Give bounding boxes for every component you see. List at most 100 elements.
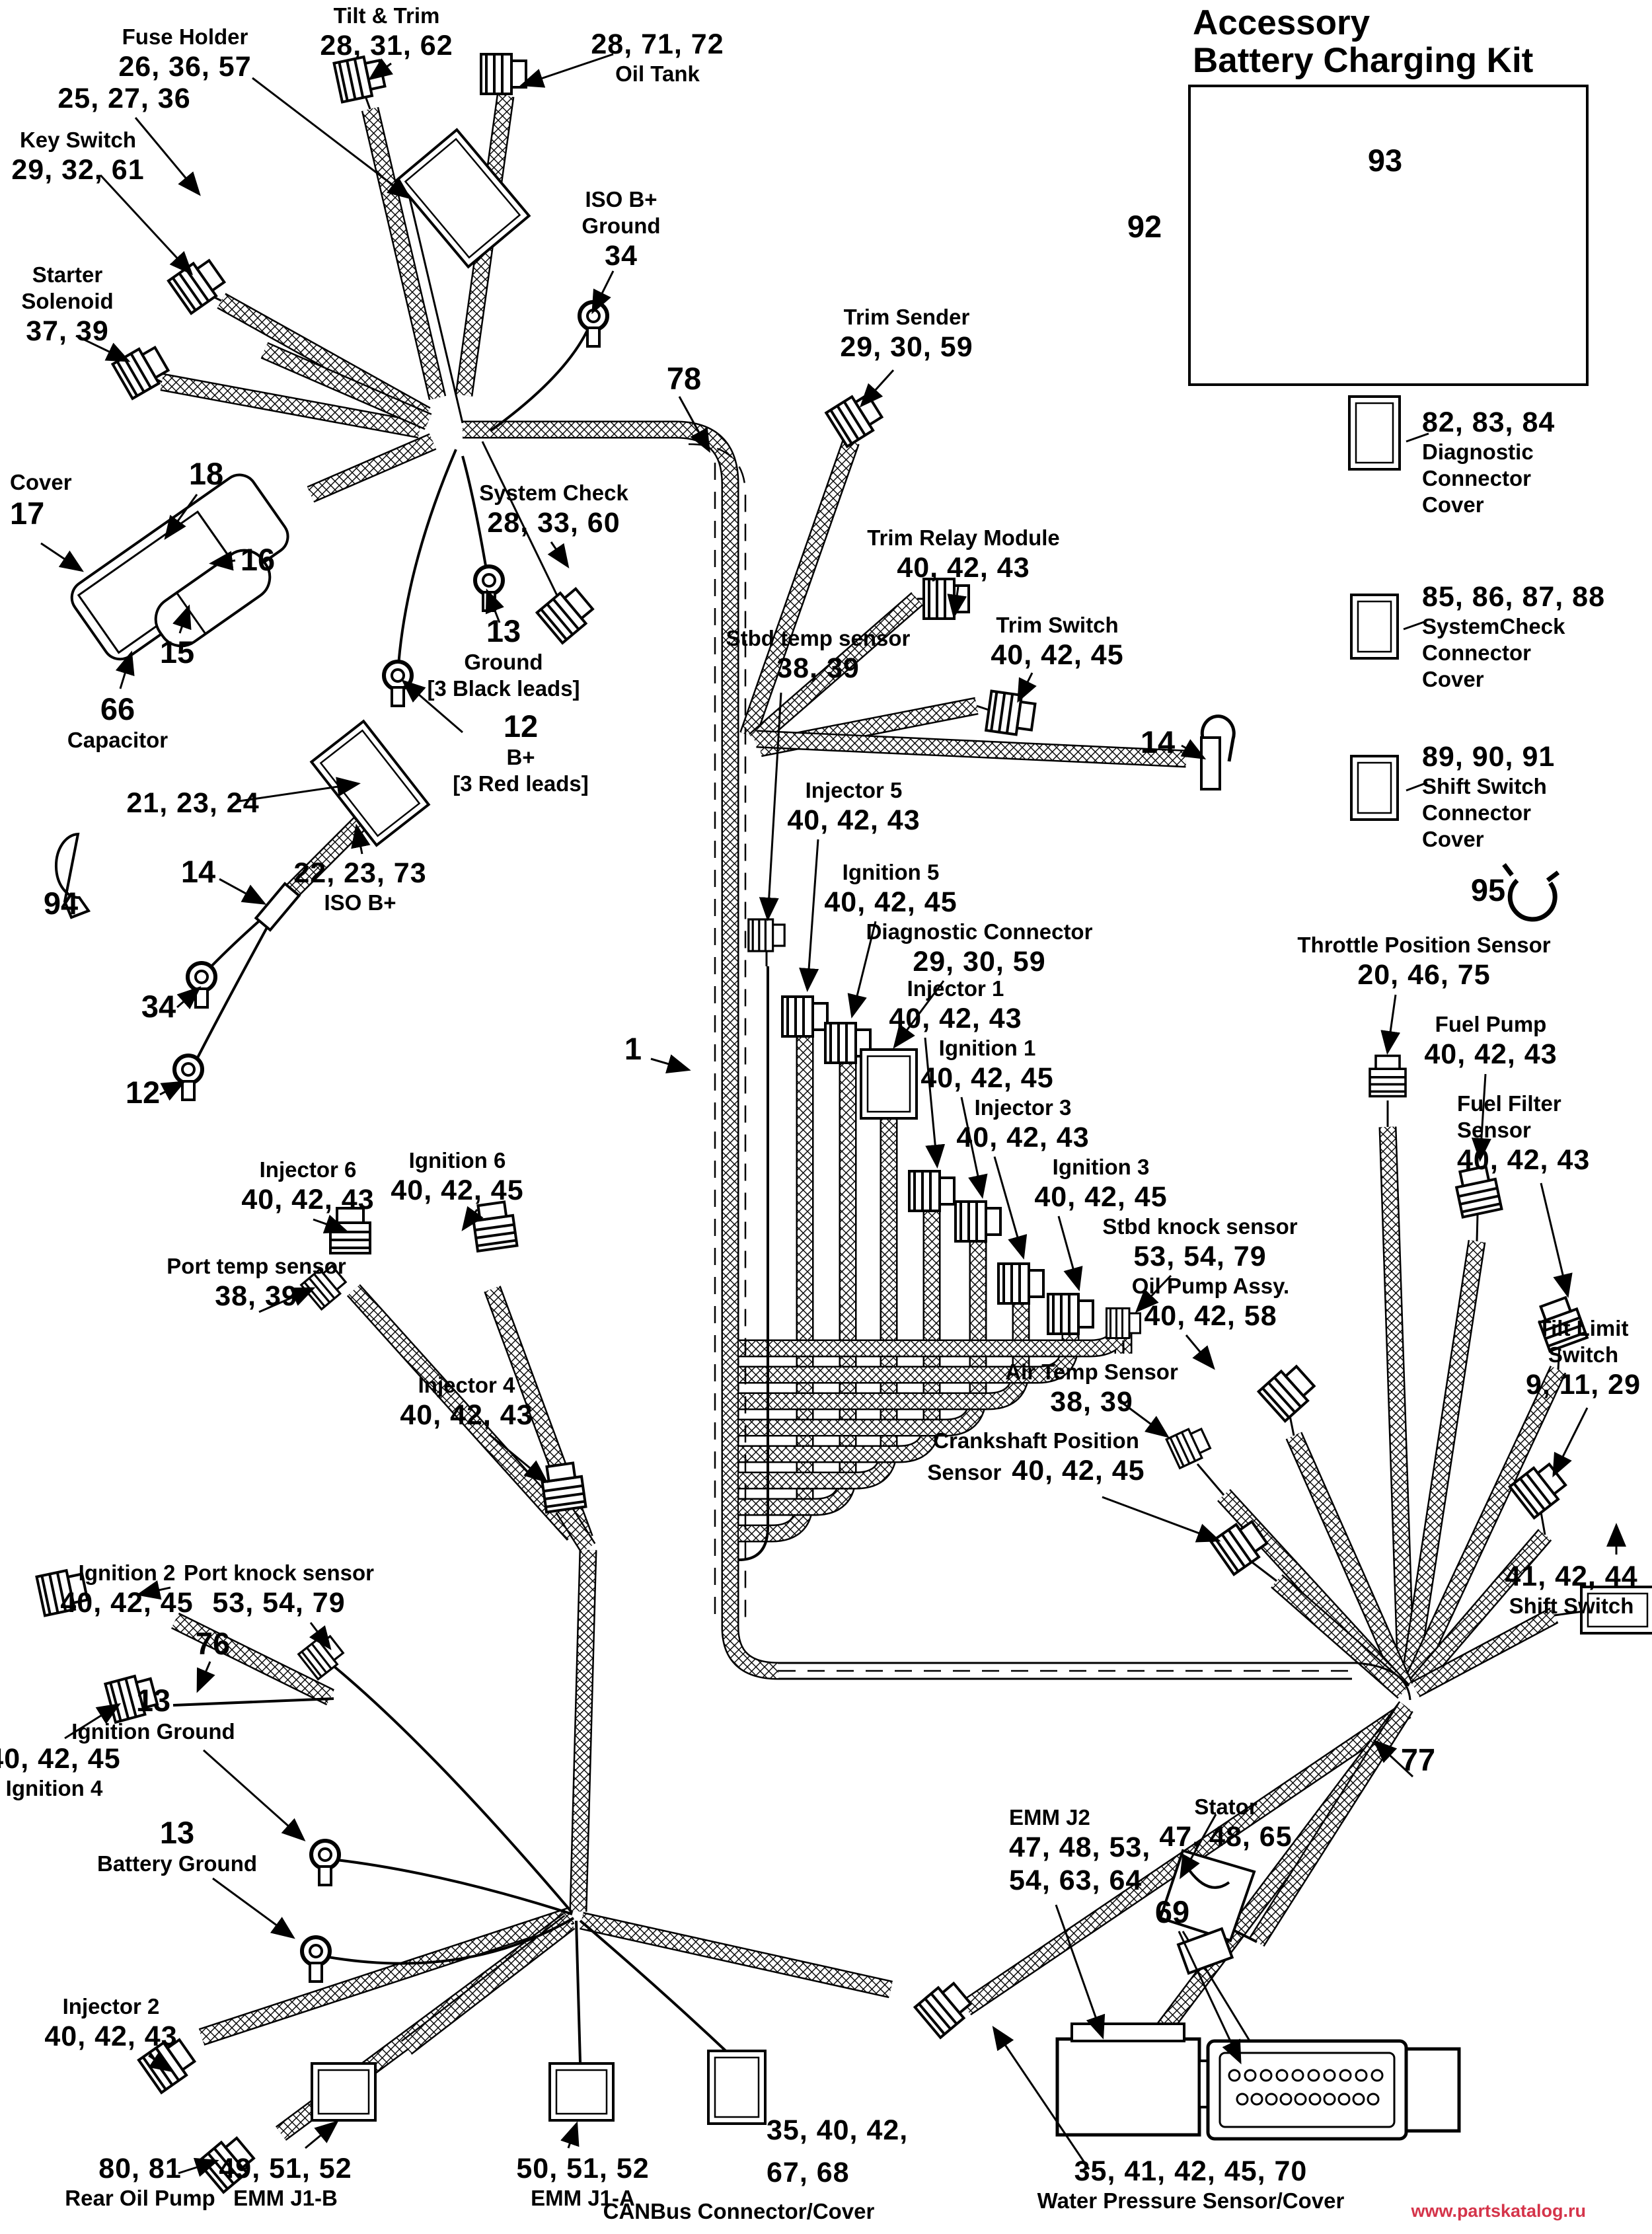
leader-ignition-3 [1057,1215,1083,1291]
callout-num-69-line1: 69 [1154,1894,1190,1929]
leader-port-temp-sensor [258,1287,316,1313]
callout-shift-switch: 41, 42, 44 Shift Switch [1505,1560,1637,1619]
callout-stator-line2: 47, 48, 65 [1159,1821,1293,1853]
callout-water-pressure-sensor-cover: 35, 41, 42, 45, 70 Water Pressure Sensor/… [1037,2155,1345,2214]
callout-injector-1-line2: 40, 42, 43 [889,1003,1022,1034]
callout-fuel-pump-line2: 40, 42, 43 [1424,1038,1558,1070]
callout-ground-13-line3: [3 Black leads] [427,676,580,701]
accessory-kit-title: Accessory Battery Charging Kit [1193,3,1533,80]
accessory-kit-box [1188,85,1589,386]
callout-air-temp-sensor: Air Temp Sensor 38, 39 [1005,1359,1178,1418]
callout-system-check-line1: System Check [479,481,628,505]
callout-num-16-line1: 16 [240,542,276,577]
callout-shift-switch-connector-cover-line4: Cover [1422,827,1484,851]
callout-stator: Stator 47, 48, 65 [1159,1794,1292,1853]
callout-system-check-line2: 28, 33, 60 [487,507,620,539]
callout-bplus-12-line1: 12 [503,709,539,744]
leader-injector-4 [488,1433,548,1483]
callout-canbus-numbers-2: 67, 68 [767,2156,850,2189]
callout-num-14-right: 14 [1141,724,1175,760]
callout-iso-b-ground-line2: Ground [582,213,661,238]
callout-fuel-filter-sensor-line1: Fuel Filter [1457,1091,1561,1116]
callout-crankshaft-position-sensor-line2: Sensor 40, 42, 45 [927,1454,1145,1487]
leader-fuel-filter-sensor [1540,1182,1573,1298]
callout-water-pressure-sensor-cover-line2: Water Pressure Sensor/Cover [1037,2188,1345,2213]
callout-crankshaft-position-sensor-text: Sensor [927,1460,1002,1484]
callout-ignition-4-line2: Ignition 4 [5,1776,103,1800]
leader-stator [1180,1814,1217,1880]
callout-throttle-position-sensor-line1: Throttle Position Sensor [1297,933,1551,957]
callout-stator-line1: Stator [1194,1794,1258,1819]
callout-rear-oil-pump-line1: 80, 81 [98,2153,182,2184]
callout-injector-1: Injector 1 40, 42, 43 [889,976,1022,1035]
callout-injector-5: Injector 5 40, 42, 43 [787,777,920,837]
callout-trim-sender: Trim Sender 29, 30, 59 [840,304,973,364]
callout-starter-solenoid: Starter Solenoid 37, 39 [21,262,113,348]
leader-num-77 [1372,1739,1414,1778]
callout-throttle-position-sensor: Throttle Position Sensor 20, 46, 75 [1297,932,1550,991]
callout-fuel-pump: Fuel Pump 40, 42, 43 [1424,1011,1557,1071]
callout-diagnostic-connector-line2: 29, 30, 59 [913,946,1046,978]
callout-ignition-2-line2: 40, 42, 45 [60,1587,194,1619]
leader-rear-oil-pump [178,2157,219,2177]
leader-iso-b-ground [591,270,615,315]
leader-ignition-5 [847,921,877,1019]
callout-key-switch: Key Switch 29, 32, 61 [11,127,144,186]
callout-ignition-6-line1: Ignition 6 [408,1148,506,1173]
callout-trim-switch-line2: 40, 42, 45 [991,639,1124,671]
callout-air-temp-sensor-line2: 38, 39 [1050,1386,1133,1418]
leader-num-14-right [1180,739,1207,759]
callout-ignition-3: Ignition 3 40, 42, 45 [1034,1154,1167,1213]
callout-tilt-limit-switch-line1: Tilt Limit [1538,1316,1629,1340]
leader-key-switch [99,174,194,276]
callout-num-94: 94 [44,886,78,921]
callout-oil-tank-line2: Oil Tank [615,61,700,86]
leader-bplus-12 [401,679,463,734]
callout-injector-4-line2: 40, 42, 43 [400,1399,533,1431]
callout-num-76-line1: 76 [195,1626,231,1661]
leader-ignition-4 [64,1703,122,1740]
callout-num-78-line1: 78 [666,361,702,396]
callout-emm-j1-b-line1: 49, 51, 52 [219,2153,352,2184]
leader-ignition-ground-13 [203,1749,306,1841]
callout-system-check: System Check 28, 33, 60 [479,480,628,539]
callout-num-93-line1: 93 [1367,143,1403,178]
leader-num-14-left [219,878,267,905]
callout-port-temp-sensor-line2: 38, 39 [215,1280,298,1312]
callout-capacitor-66-line1: 66 [100,691,135,726]
callout-starter-solenoid-line3: 37, 39 [26,315,109,347]
callout-canbus-numbers-1: 35, 40, 42, [767,2114,908,2147]
callout-injector-3-line1: Injector 3 [974,1095,1072,1120]
callout-rear-oil-pump: 80, 81 Rear Oil Pump [65,2152,215,2212]
callout-trim-switch-line1: Trim Switch [996,613,1119,637]
callout-emm-j2: EMM J2 47, 48, 53, 54, 63, 64 [1009,1804,1150,1897]
callout-tilt-limit-switch: Tilt Limit Switch 9, 11, 29 [1526,1315,1641,1401]
callout-water-pressure-sensor-cover-line1: 35, 41, 42, 45, 70 [1074,2155,1308,2187]
callout-crankshaft-position-sensor-numbers: 40, 42, 45 [1012,1455,1145,1486]
harness-connectors [35,53,1652,2194]
callout-battery-ground-13-line1: 13 [159,1815,195,1850]
callout-emm-j2-line3: 54, 63, 64 [1009,1865,1143,1896]
callout-systemcheck-connector-cover-line1: 85, 86, 87, 88 [1422,581,1605,613]
callout-injector-4: Injector 4 40, 42, 43 [400,1372,533,1432]
callout-capacitor-66-line2: Capacitor [67,728,169,752]
accessory-kit-title-line1: Accessory [1193,3,1370,42]
callout-iso-b-22-23-73-line1: 22, 23, 73 [293,857,427,889]
callout-emm-j1-b-line2: EMM J1-B [233,2186,338,2210]
callout-shift-switch-connector-cover-line1: 89, 90, 91 [1422,741,1556,773]
callout-tilt-and-trim-line1: Tilt & Trim [333,3,440,28]
callout-crankshaft-position-sensor-line1: Crankshaft Position [933,1428,1139,1453]
callout-emm-j1-b: 49, 51, 52 EMM J1-B [219,2152,352,2212]
callout-tilt-limit-switch-line2: Switch [1548,1342,1619,1367]
callout-bplus-12-line3: [3 Red leads] [453,771,589,796]
leader-num-18 [164,494,198,540]
leader-num-76 [196,1661,215,1693]
callout-stbd-temp-sensor: Stbd temp sensor 38, 39 [726,625,911,685]
leader-injector-1 [924,1037,946,1169]
leader-fuse-holder [252,77,412,200]
leader-injector-6 [313,1214,349,1234]
leader-num-16 [209,551,236,571]
leader-injector-5 [799,839,819,992]
callout-key-switch-line1: Key Switch [19,128,137,152]
